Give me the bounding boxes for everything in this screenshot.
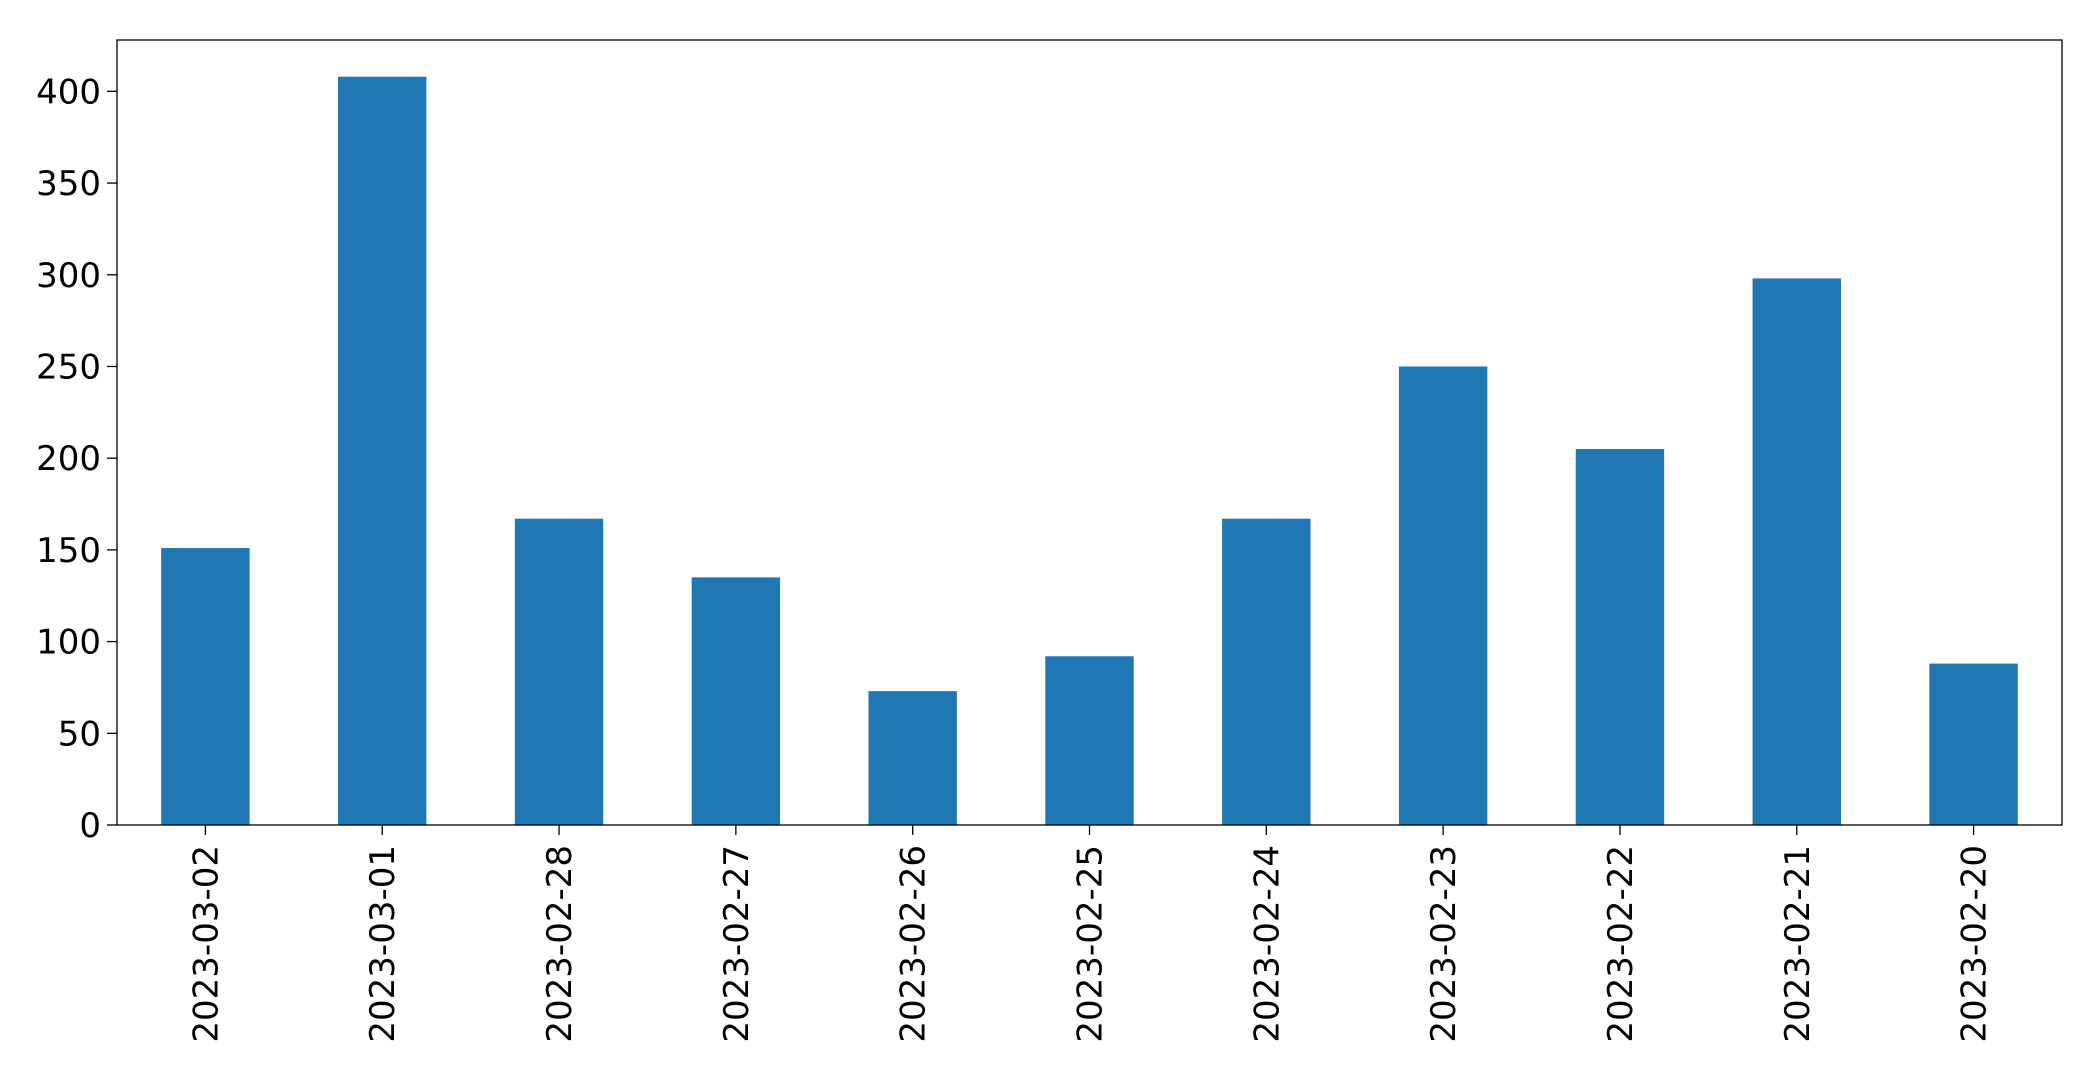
bar-2023-02-23 [1398,366,1488,825]
x-tick-label: 2023-02-25 [1071,845,1111,1043]
x-tick-label: 2023-02-28 [540,845,580,1043]
x-tick-label: 2023-02-26 [894,845,934,1043]
x-tick-label: 2023-03-01 [363,845,403,1043]
y-tick-label: 350 [36,164,101,204]
bar-2023-02-24 [1222,518,1311,825]
y-tick-label: 150 [36,531,101,571]
x-tick-label: 2023-02-24 [1247,845,1287,1043]
bar-2023-02-22 [1575,449,1665,825]
x-tick-label: 2023-02-27 [717,845,757,1043]
x-tick-label: 2023-02-23 [1424,845,1464,1043]
y-tick-label: 200 [36,439,101,479]
x-axis: 2023-03-02 2023-03-01 2023-02-28 2023-02-27… [186,825,1995,1043]
x-tick-label: 2023-03-02 [186,845,226,1043]
bar-2023-02-27 [691,577,781,825]
y-tick-label: 0 [79,806,101,846]
x-tick-label: 2023-02-21 [1778,845,1818,1043]
y-tick-label: 250 [36,347,101,387]
bar-2023-02-28 [514,518,604,825]
x-tick-label: 2023-02-20 [1955,845,1995,1043]
bar-2023-03-01 [338,76,427,825]
bars-layer [161,76,2018,825]
y-tick-label: 50 [58,714,101,754]
y-tick-label: 100 [36,623,101,663]
plot-frame [116,39,2063,826]
bar-2023-02-26 [868,691,957,825]
y-axis: 0 50 100 150 200 250 300 350 400 [36,72,117,846]
y-tick-label: 300 [36,256,101,296]
bar-2023-02-21 [1752,278,1841,825]
y-tick-label: 400 [36,72,101,112]
bar-2023-03-02 [161,548,250,825]
bar-2023-02-25 [1045,656,1134,825]
bar-2023-02-20 [1929,663,2018,825]
x-tick-label: 2023-02-22 [1601,845,1641,1043]
